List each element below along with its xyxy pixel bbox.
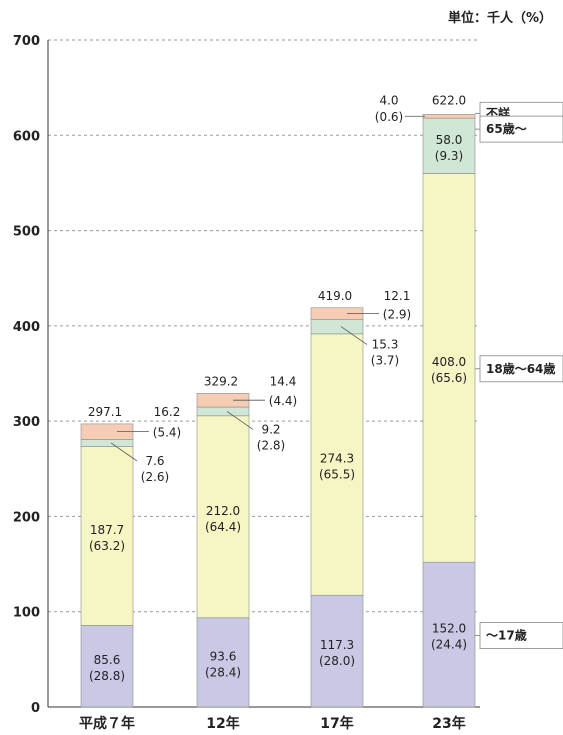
leader-line-seg2-1 [226, 411, 254, 430]
percent-label-seg1-1: (64.4) [205, 520, 241, 534]
y-tick-label-100: 100 [13, 606, 40, 621]
value-label-seg3-1: 14.4 [270, 374, 297, 388]
value-label-seg3-3: 4.0 [379, 93, 398, 107]
bar-segment-2-2 [310, 318, 364, 335]
legend-label-3: ～17歳 [486, 628, 527, 643]
bar-segment-1-1 [196, 415, 250, 619]
legend-label-1: 65歳～ [486, 121, 527, 136]
total-label-1: 329.2 [204, 374, 238, 388]
y-tick-label-400: 400 [13, 320, 40, 335]
value-label-seg0-3: 152.0 [432, 622, 466, 636]
bar-segment-0-2 [310, 594, 364, 708]
percent-label-seg0-1: (28.4) [205, 665, 241, 679]
y-tick-label-0: 0 [31, 701, 40, 716]
x-axis-labels: 平成７年 12年 17年 23年 [79, 715, 466, 732]
bar-segment-2-0 [80, 439, 134, 447]
total-label-2: 419.0 [318, 289, 352, 303]
percent-label-seg3-3: (0.6) [375, 110, 403, 124]
y-tick-label-700: 700 [13, 34, 40, 49]
value-label-seg1-1: 212.0 [206, 504, 240, 518]
value-label-seg2-2: 15.3 [372, 338, 399, 352]
value-label-seg2-0: 7.6 [145, 454, 164, 468]
percent-label-seg3-2: (2.9) [383, 308, 411, 322]
bar-segment-0-0 [80, 625, 134, 708]
legend-box-2 [479, 355, 563, 383]
data-labels: 85.6 (28.8) 187.7 (63.2) 297.1 16.2 (5.4) 7.6 (2… [88, 93, 467, 683]
percent-label-seg3-1: (4.4) [269, 394, 297, 408]
value-label-seg1-2: 274.3 [320, 452, 354, 466]
x-tick-label-3: 23年 [432, 715, 465, 732]
value-label-seg1-0: 187.7 [90, 523, 124, 537]
x-tick-label-2: 17年 [320, 715, 353, 732]
x-tick-label-1: 12年 [206, 715, 239, 732]
bars [80, 114, 476, 708]
value-label-seg0-2: 117.3 [320, 638, 354, 652]
bar-segment-2-3 [422, 117, 476, 174]
percent-label-seg1-3: (65.6) [431, 371, 467, 385]
percent-label-seg2-2: (3.7) [371, 354, 399, 368]
total-label-3: 622.0 [432, 93, 466, 107]
legend-box-3 [479, 622, 563, 649]
percent-label-seg0-3: (24.4) [431, 638, 467, 652]
leader-line-seg2-0 [110, 442, 138, 462]
y-tick-label-200: 200 [13, 510, 40, 525]
bar-segment-2-1 [196, 406, 250, 417]
value-label-seg2-3: 58.0 [436, 133, 463, 147]
bar-segment-3-3 [422, 114, 476, 119]
total-label-0: 297.1 [88, 405, 122, 419]
percent-label-seg3-0: (5.4) [153, 426, 181, 440]
value-label-seg3-0: 16.2 [154, 405, 181, 419]
bar-segment-0-3 [422, 561, 476, 708]
legend-label-2: 18歳～64歳 [486, 361, 555, 376]
value-label-seg1-3: 408.0 [432, 355, 466, 369]
percent-label-seg0-0: (28.8) [89, 669, 125, 683]
percent-label-seg0-2: (28.0) [319, 654, 355, 668]
y-tick-label-300: 300 [13, 415, 40, 430]
value-label-seg2-1: 9.2 [261, 422, 280, 436]
y-tick-label-600: 600 [13, 129, 40, 144]
percent-label-seg1-0: (63.2) [89, 539, 125, 553]
leader-line-seg2-2 [340, 326, 368, 345]
bar-segment-1-3 [422, 173, 476, 563]
unit-label: 単位：千人（%） [448, 10, 552, 26]
percent-label-seg2-0: (2.6) [141, 470, 169, 484]
bar-segment-1-0 [80, 446, 134, 626]
value-label-seg0-0: 85.6 [94, 653, 121, 667]
y-tick-label-500: 500 [13, 225, 40, 240]
percent-label-seg2-3: (9.3) [435, 149, 463, 163]
percent-label-seg2-1: (2.8) [257, 438, 285, 452]
percent-label-seg1-2: (65.5) [319, 468, 355, 482]
value-label-seg0-1: 93.6 [210, 649, 237, 663]
value-label-seg3-2: 12.1 [384, 289, 411, 303]
legend-box-1 [479, 115, 563, 143]
bar-segment-1-2 [310, 333, 364, 596]
x-tick-label-0: 平成７年 [79, 715, 135, 732]
